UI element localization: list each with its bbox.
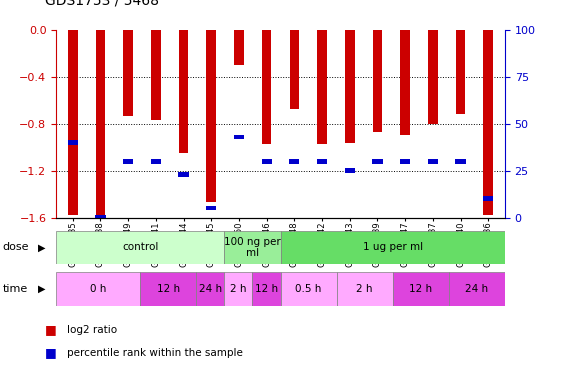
Text: ■: ■ <box>45 324 57 336</box>
Bar <box>456 159 466 164</box>
Text: control: control <box>122 243 158 252</box>
Bar <box>140 272 196 306</box>
Bar <box>151 159 161 164</box>
Bar <box>179 30 188 153</box>
Bar <box>483 196 493 201</box>
Bar <box>95 215 105 220</box>
Bar <box>206 30 216 202</box>
Text: 12 h: 12 h <box>409 284 433 294</box>
Bar <box>234 30 244 65</box>
Text: dose: dose <box>3 243 29 252</box>
Bar <box>400 159 410 164</box>
Bar <box>178 172 188 177</box>
Bar <box>280 231 505 264</box>
Bar <box>224 231 280 264</box>
Text: 2 h: 2 h <box>356 284 373 294</box>
Bar <box>262 30 272 144</box>
Bar <box>449 272 505 306</box>
Bar <box>123 30 133 115</box>
Text: ■: ■ <box>45 346 57 359</box>
Bar <box>428 159 438 164</box>
Text: percentile rank within the sample: percentile rank within the sample <box>67 348 243 357</box>
Text: 12 h: 12 h <box>157 284 180 294</box>
Text: 0.5 h: 0.5 h <box>295 284 322 294</box>
Bar <box>261 159 272 164</box>
Text: ▶: ▶ <box>38 243 45 252</box>
Text: 12 h: 12 h <box>255 284 278 294</box>
Bar <box>289 30 299 108</box>
Text: 0 h: 0 h <box>90 284 107 294</box>
Bar <box>234 135 244 139</box>
Bar <box>56 272 140 306</box>
Bar <box>373 30 382 132</box>
Bar <box>151 30 160 120</box>
Bar <box>280 272 337 306</box>
Bar <box>95 30 105 215</box>
Bar <box>393 272 449 306</box>
Bar <box>484 30 493 215</box>
Bar <box>289 159 300 164</box>
Bar <box>252 272 280 306</box>
Bar <box>68 30 77 215</box>
Bar <box>206 206 217 210</box>
Text: 2 h: 2 h <box>230 284 247 294</box>
Bar <box>456 30 466 114</box>
Text: ▶: ▶ <box>38 284 45 294</box>
Text: time: time <box>3 284 28 294</box>
Bar <box>345 30 355 142</box>
Text: 100 ng per
ml: 100 ng per ml <box>224 237 281 258</box>
Text: 24 h: 24 h <box>199 284 222 294</box>
Text: 24 h: 24 h <box>465 284 489 294</box>
Bar <box>224 272 252 306</box>
Bar <box>317 30 327 144</box>
Bar <box>401 30 410 135</box>
Bar <box>123 159 133 164</box>
Bar <box>428 30 438 124</box>
Bar <box>56 231 224 264</box>
Text: 1 ug per ml: 1 ug per ml <box>362 243 423 252</box>
Bar <box>196 272 224 306</box>
Bar <box>337 272 393 306</box>
Bar <box>68 140 78 145</box>
Text: log2 ratio: log2 ratio <box>67 325 117 335</box>
Bar <box>317 159 327 164</box>
Bar <box>373 159 383 164</box>
Text: GDS1753 / 5468: GDS1753 / 5468 <box>45 0 159 8</box>
Bar <box>344 168 355 173</box>
